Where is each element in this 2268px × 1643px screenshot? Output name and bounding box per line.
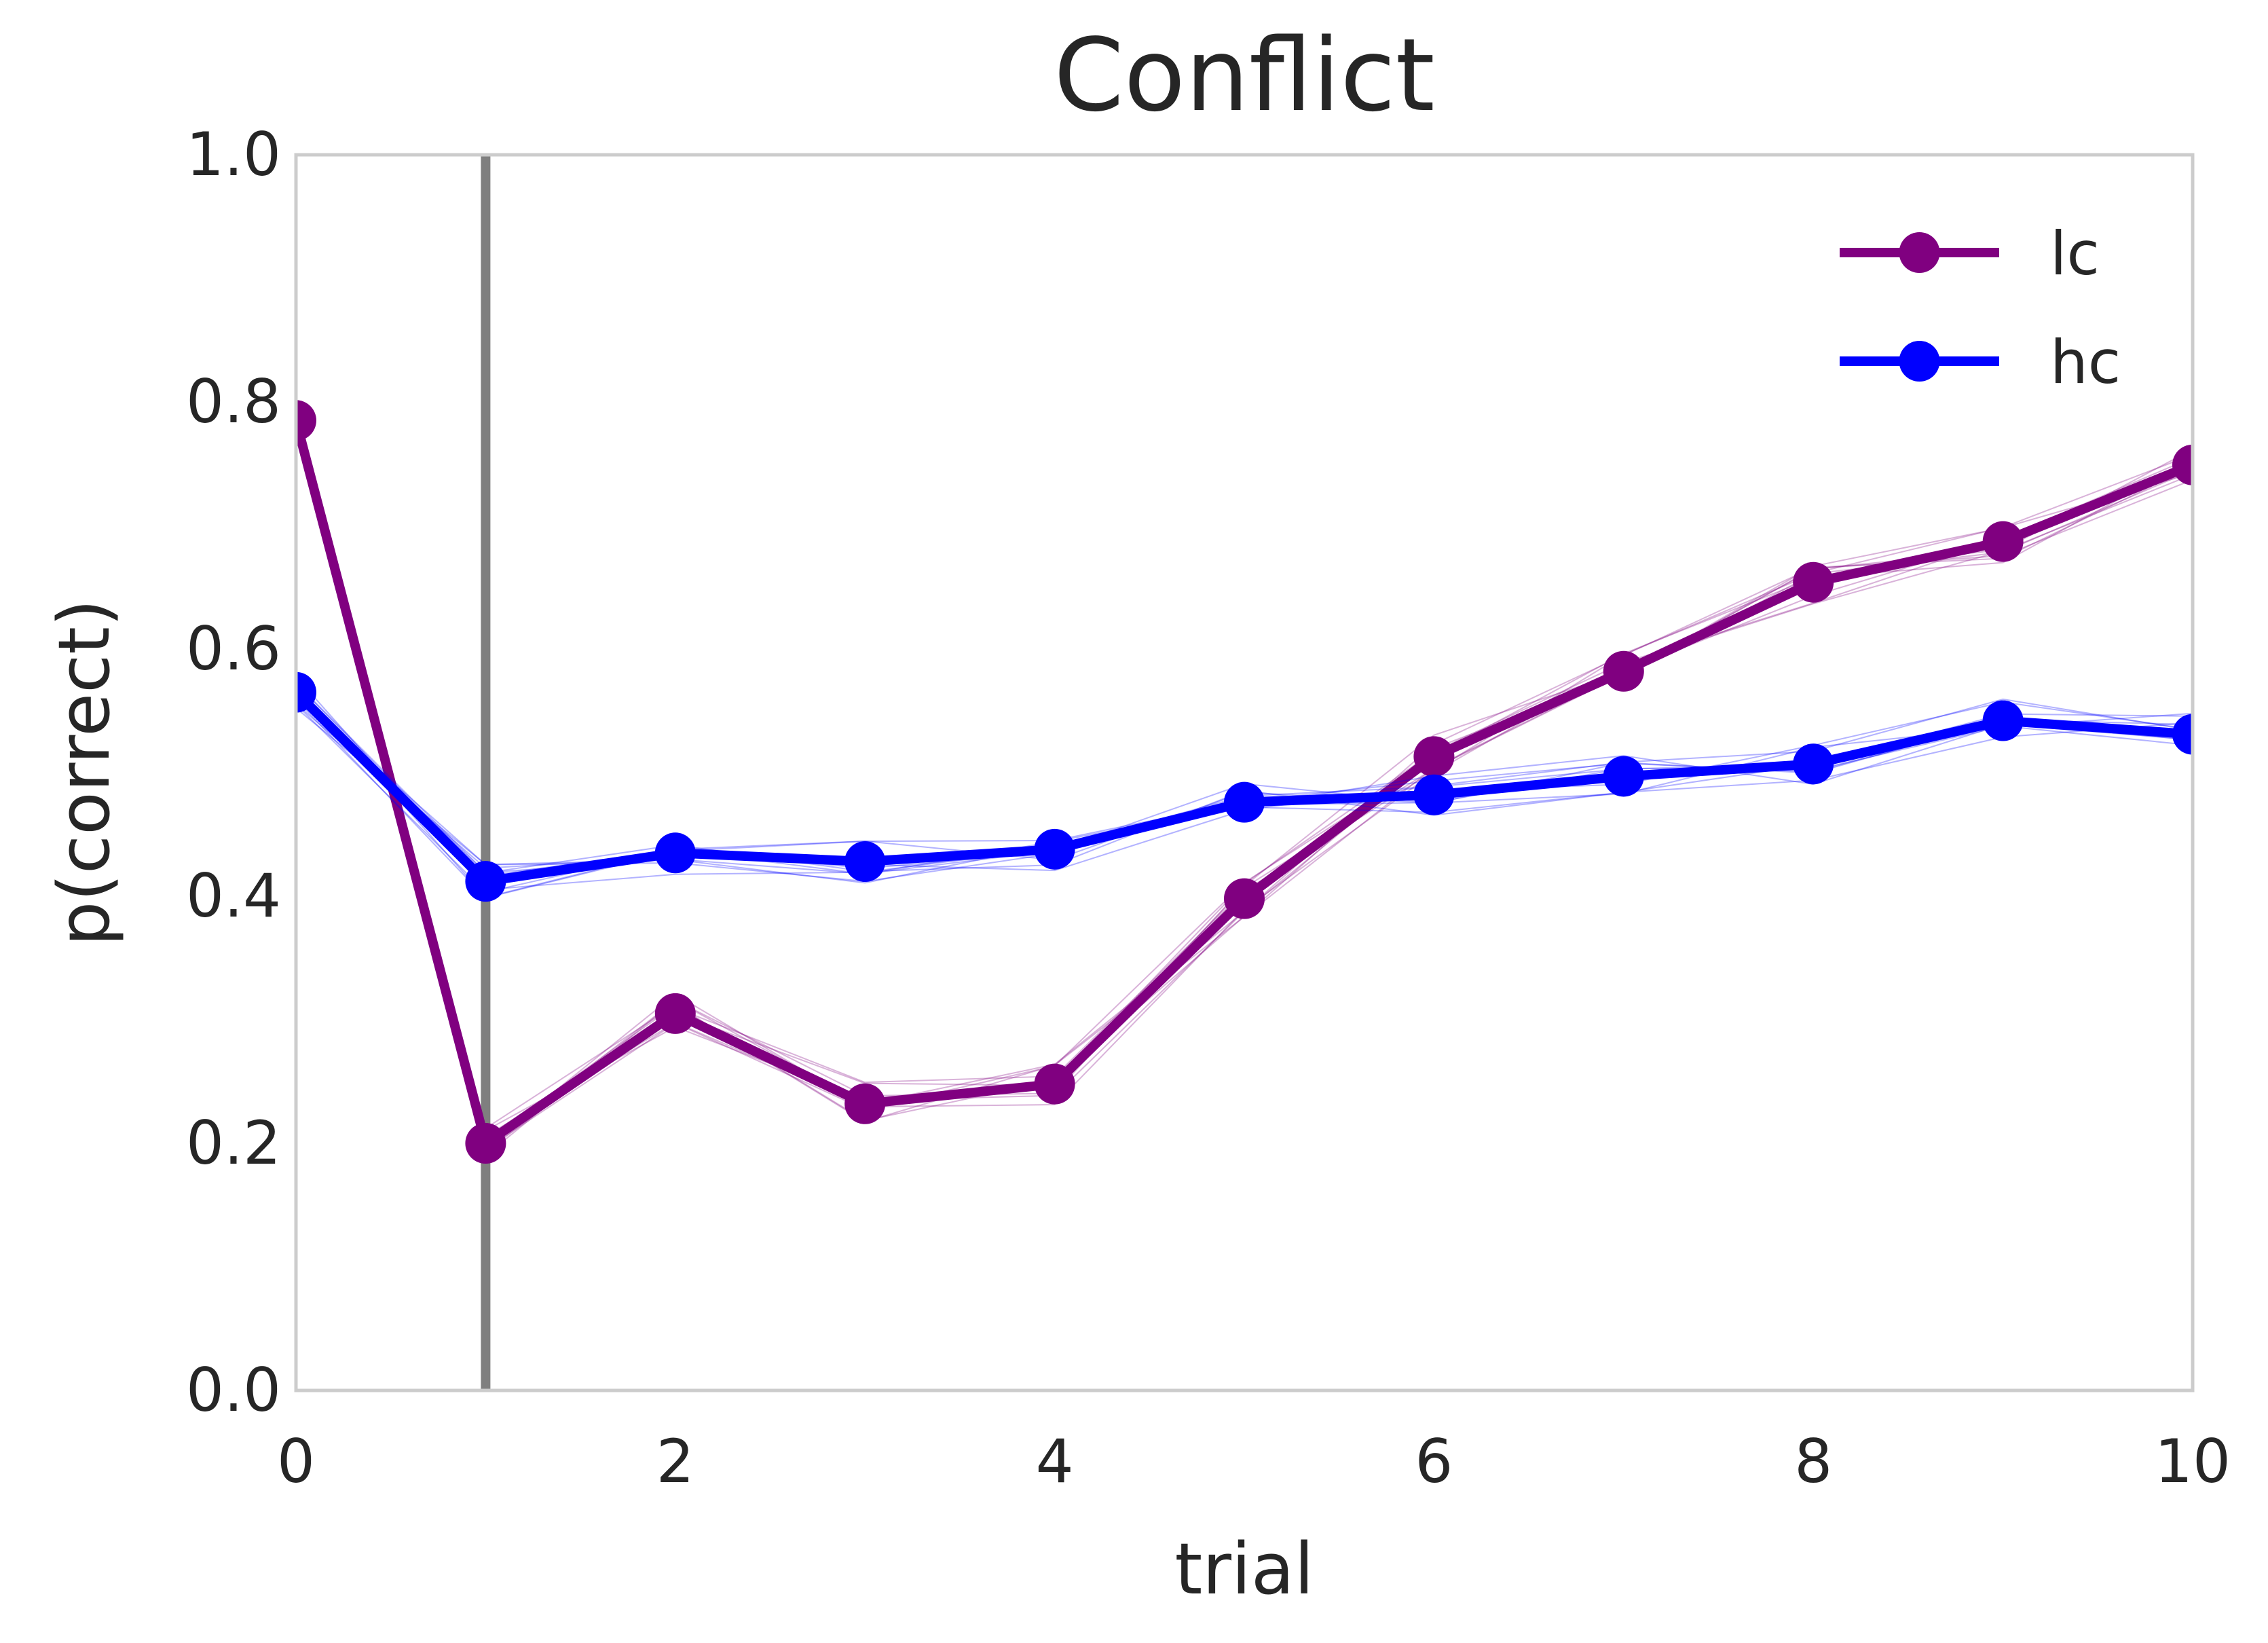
legend-swatch-marker <box>1899 232 1940 273</box>
series-lc-point <box>2172 444 2193 485</box>
y-tick-label: 0.6 <box>186 614 281 684</box>
x-tick-label: 10 <box>2155 1426 2231 1496</box>
series-hc-point <box>1603 756 1644 797</box>
x-tick-label: 6 <box>1415 1426 1453 1496</box>
series-hc-point <box>1793 743 1834 785</box>
y-tick-label: 0.0 <box>186 1355 281 1425</box>
series-lc-point <box>654 993 696 1034</box>
series-hc-point <box>1034 828 1075 870</box>
series-lc-point <box>465 1123 506 1164</box>
x-tick-label: 4 <box>1036 1426 1074 1496</box>
series-lc-point <box>296 400 316 441</box>
series-hc-point <box>654 832 696 874</box>
chart-title: Conflict <box>1054 17 1434 134</box>
axes-frame <box>294 153 2195 1392</box>
series-lc <box>296 400 2193 1164</box>
x-tick-label: 8 <box>1794 1426 1832 1496</box>
legend-label: lc <box>2050 219 2100 289</box>
y-axis-ticks: 0.0 0.2 0.4 0.6 0.8 1.0 <box>186 119 281 1425</box>
series-hc-point <box>2172 714 2193 755</box>
series-hc-point <box>465 861 506 902</box>
series-lc-point <box>1413 736 1455 777</box>
series-hc-point <box>844 841 886 883</box>
plot-content <box>296 155 2193 1390</box>
series-lc-point <box>1034 1063 1075 1105</box>
plot-area <box>296 155 2193 1390</box>
series-hc-point <box>1224 781 1265 823</box>
x-axis-ticks: 0 2 4 6 8 10 <box>277 1426 2231 1496</box>
x-tick-label: 2 <box>656 1426 694 1496</box>
series-lc-point <box>1603 650 1644 692</box>
y-axis-label: p(correct) <box>43 599 126 946</box>
series-lc-point <box>1982 521 2024 562</box>
y-tick-label: 0.8 <box>186 367 281 437</box>
series-lc-point <box>1224 878 1265 919</box>
series-hc-point <box>1413 774 1455 815</box>
x-tick-label: 0 <box>277 1426 315 1496</box>
legend: lc hc <box>1840 219 2121 397</box>
series-lc-point <box>1793 561 1834 603</box>
y-tick-label: 1.0 <box>186 119 281 189</box>
axes-border <box>294 153 2195 1392</box>
legend-item-hc: hc <box>1840 327 2121 397</box>
y-tick-label: 0.4 <box>186 861 281 931</box>
y-tick-label: 0.2 <box>186 1108 281 1178</box>
series-hc <box>296 671 2193 902</box>
series-hc-point <box>1982 700 2024 741</box>
legend-item-lc: lc <box>1840 219 2100 289</box>
series-lc-point <box>844 1083 886 1124</box>
x-axis-label: trial <box>1174 1528 1314 1610</box>
legend-label: hc <box>2050 327 2121 397</box>
legend-swatch-marker <box>1899 341 1940 382</box>
series-hc-point <box>296 671 316 713</box>
